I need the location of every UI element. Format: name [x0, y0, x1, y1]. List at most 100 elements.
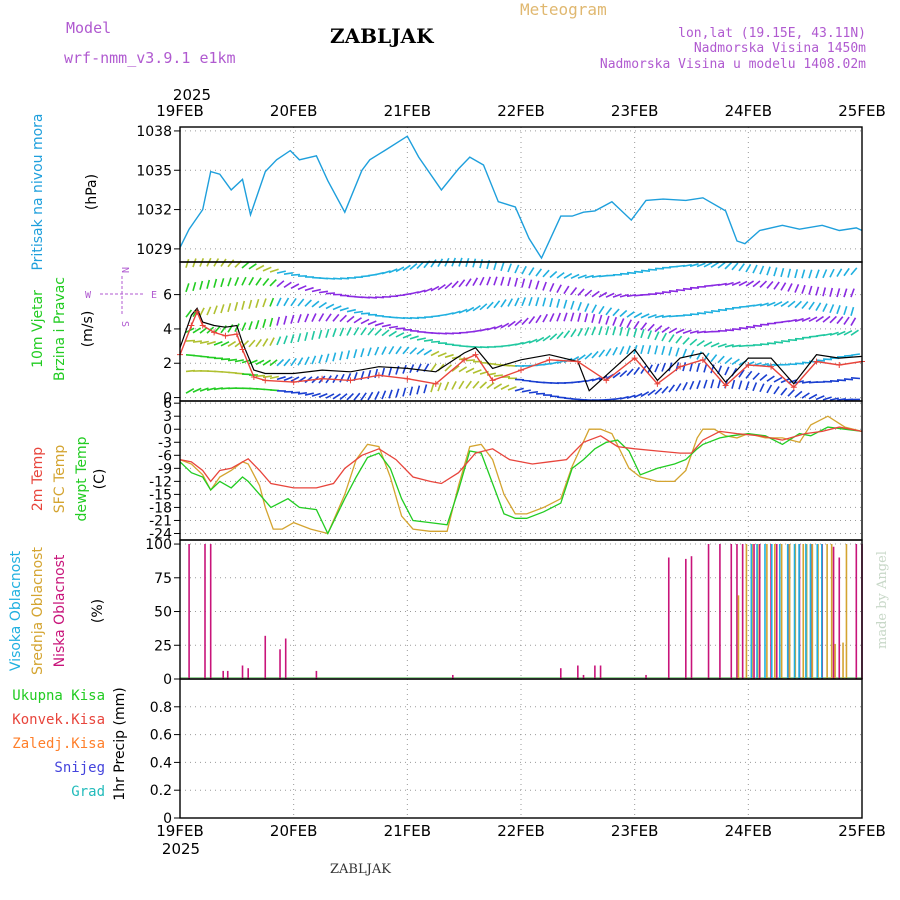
wind-barb — [731, 328, 742, 331]
wind-barb — [745, 263, 752, 273]
x-tick-label-bottom: 20FEB — [270, 822, 317, 840]
wind-barb — [241, 276, 247, 286]
wind-barb — [766, 342, 777, 345]
wind-barb — [654, 363, 660, 373]
wind-barb — [633, 270, 644, 274]
x-tick-label-top: 22FEB — [497, 102, 544, 120]
wind-barb — [220, 258, 227, 267]
y-tick-label: 0 — [163, 391, 172, 407]
wind-barb — [367, 391, 374, 401]
wind-barb — [290, 334, 295, 344]
mid-cloud-axis-title: Srednja Oblacnost — [30, 547, 46, 675]
y-tick-label: 0 — [163, 811, 172, 827]
wind-barb — [626, 368, 634, 377]
wind-barb — [402, 333, 412, 339]
y-tick-label: 0.6 — [150, 728, 172, 744]
wind-barb — [269, 359, 278, 367]
wind-barb — [318, 301, 327, 309]
wind-barb — [661, 326, 670, 333]
wind-barb — [507, 263, 512, 273]
wind-barb — [794, 300, 802, 309]
footer-station: ZABLJAK — [330, 862, 391, 877]
wind-barb — [283, 315, 288, 325]
wind-barb — [199, 280, 204, 290]
wind-barb — [654, 314, 664, 319]
wind-barb — [402, 264, 411, 272]
wind-barb — [528, 316, 536, 325]
wind-barb — [360, 327, 367, 336]
wind-barb — [325, 292, 336, 295]
wind-barb — [843, 378, 854, 381]
wind-barb — [766, 301, 776, 307]
wind-barb — [479, 259, 484, 269]
wind-barb — [255, 359, 265, 366]
wind-barb — [626, 311, 635, 318]
wind-barb — [556, 298, 561, 308]
wind-barb — [185, 309, 193, 318]
wind-barb — [745, 381, 750, 391]
wind-barb — [262, 359, 272, 366]
wind-barb — [619, 309, 628, 318]
wind-barb — [731, 358, 740, 366]
wind-barb — [514, 277, 519, 287]
wind-barb — [822, 332, 832, 337]
wind-barb — [815, 286, 820, 296]
wind-barb — [304, 313, 310, 323]
wind-barb — [619, 326, 624, 336]
wind-barb — [486, 301, 494, 310]
wind-barb — [409, 347, 418, 355]
wind-barb — [395, 266, 405, 273]
wind-barb — [255, 264, 265, 271]
wind-speed-marker — [813, 358, 820, 365]
wind-barb — [241, 300, 246, 310]
wind-barb — [836, 398, 847, 401]
wind-barb — [794, 283, 800, 293]
wind-barb — [227, 277, 232, 287]
wind-barb — [759, 373, 768, 381]
wind-speed-marker — [677, 363, 684, 370]
wind-barb — [269, 268, 279, 273]
wind-barb — [640, 313, 650, 319]
wind-barb — [290, 314, 295, 324]
cloud-unit-label: (%) — [90, 599, 106, 623]
wind-barb — [780, 340, 791, 343]
wind-barb — [276, 336, 282, 346]
wind-barb — [311, 330, 316, 340]
wind-barb — [731, 281, 741, 286]
wind-barb — [318, 290, 329, 294]
wind-barb — [724, 262, 733, 270]
wind-barb — [269, 279, 277, 287]
wind-barb — [192, 258, 197, 268]
wind-barb — [773, 301, 783, 307]
wind-barb — [374, 391, 380, 400]
wind-barb — [605, 348, 612, 357]
wind-barb — [521, 317, 529, 326]
wind-barb — [591, 290, 600, 298]
wind-barb — [220, 341, 230, 347]
wind-barb — [213, 278, 218, 288]
temp-2m-line — [179, 426, 863, 489]
wind-barb — [213, 305, 218, 315]
wind-barb — [528, 338, 538, 344]
wind-barb — [409, 262, 418, 271]
wind-barb — [409, 386, 414, 396]
wind-barb — [332, 305, 342, 311]
wind-barb — [647, 268, 658, 271]
wind-barb — [262, 375, 273, 379]
year-label-bottom: 2025 — [162, 840, 200, 858]
wind-barb — [514, 387, 524, 392]
wind-barb — [675, 383, 682, 392]
wind-gust-line — [179, 307, 863, 392]
wind-barb — [773, 386, 780, 395]
precip-legend-item: Zaledj.Kisa — [12, 736, 105, 752]
wind-barb — [689, 263, 699, 268]
wind-barb — [836, 330, 846, 336]
wind-barb — [801, 269, 806, 279]
x-tick-label-bottom: 22FEB — [497, 822, 544, 840]
wind-barb — [437, 258, 444, 268]
wind-barb — [829, 287, 834, 297]
wind-barb — [682, 348, 688, 358]
wind-barb — [612, 371, 621, 379]
wind-speed-marker — [745, 361, 752, 368]
wind-speed-marker — [211, 329, 218, 336]
